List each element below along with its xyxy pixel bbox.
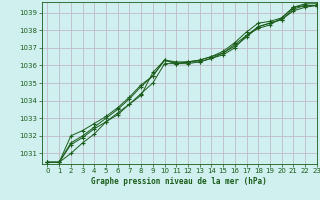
X-axis label: Graphe pression niveau de la mer (hPa): Graphe pression niveau de la mer (hPa) [91, 177, 267, 186]
